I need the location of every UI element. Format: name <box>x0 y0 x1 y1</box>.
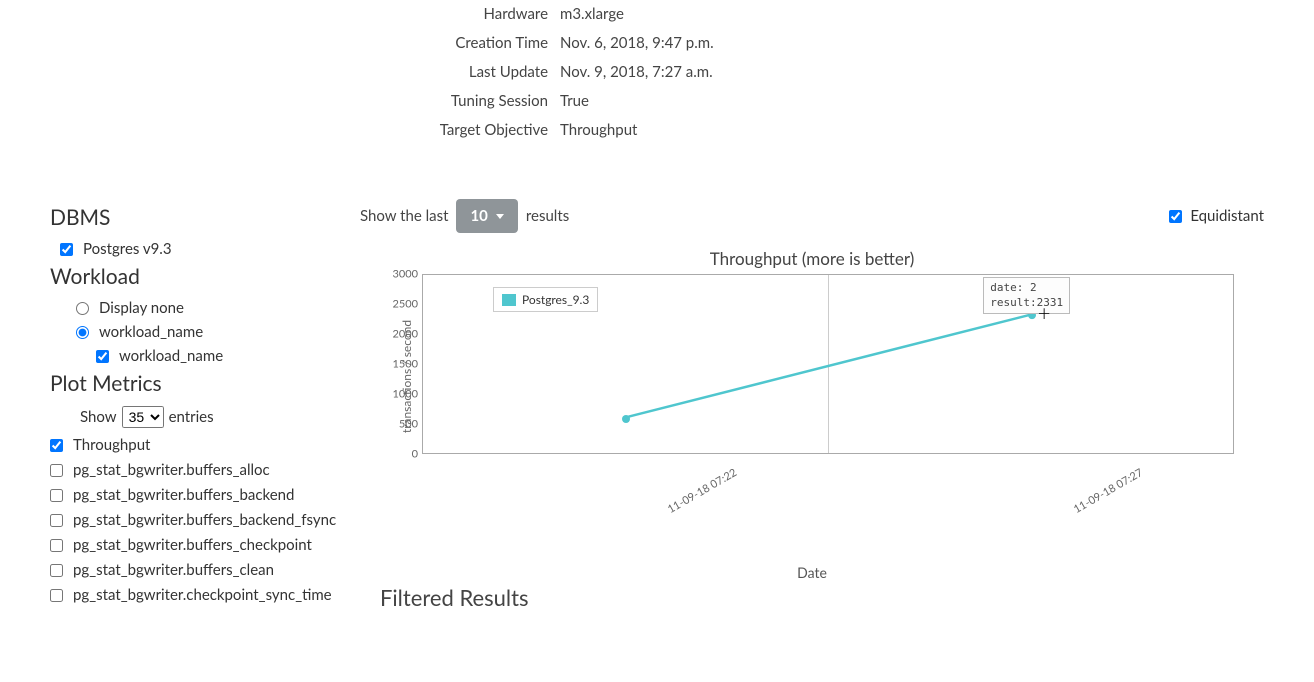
show-label: Show <box>80 408 117 426</box>
chevron-down-icon <box>496 214 504 219</box>
metric-label: pg_stat_bgwriter.buffers_checkpoint <box>73 536 312 554</box>
metric-row[interactable]: pg_stat_bgwriter.buffers_checkpoint <box>50 536 340 554</box>
workload-name-label: workload_name <box>99 323 203 341</box>
metric-checkbox[interactable] <box>50 464 63 477</box>
results-count-dropdown[interactable]: 10 <box>456 199 517 233</box>
chart-xlabel: Date <box>360 564 1264 581</box>
workload-sub-checkbox[interactable] <box>96 350 109 363</box>
chart-legend: Postgres_9.3 <box>493 287 598 312</box>
metric-label: Throughput <box>73 436 150 454</box>
workload-none-radio[interactable] <box>76 302 89 315</box>
filtered-results-heading: Filtered Results <box>380 584 1264 611</box>
metric-label: pg_stat_bgwriter.buffers_clean <box>73 561 274 579</box>
chart-tooltip: date: 2 result:2331 <box>983 277 1070 314</box>
show-last-prefix: Show the last <box>360 207 448 225</box>
info-value: Throughput <box>560 121 637 139</box>
info-row: Creation TimeNov. 6, 2018, 9:47 p.m. <box>380 34 1264 52</box>
chart-plot[interactable]: Postgres_9.3 date: 2 result:2331 + <box>422 274 1234 454</box>
legend-label: Postgres_9.3 <box>522 292 589 307</box>
metric-row[interactable]: pg_stat_bgwriter.buffers_clean <box>50 561 340 579</box>
equidistant-checkbox[interactable] <box>1169 210 1182 223</box>
y-tick: 1000 <box>388 388 418 401</box>
metric-row[interactable]: pg_stat_bgwriter.buffers_alloc <box>50 461 340 479</box>
metric-label: pg_stat_bgwriter.buffers_alloc <box>73 461 270 479</box>
y-tick: 2500 <box>388 298 418 311</box>
metric-checkbox[interactable] <box>50 514 63 527</box>
y-tick: 3000 <box>388 268 418 281</box>
metric-row[interactable]: Throughput <box>50 436 340 454</box>
y-tick: 0 <box>388 448 418 461</box>
tooltip-line1: date: 2 <box>990 280 1063 295</box>
tooltip-line2: result:2331 <box>990 295 1063 310</box>
metric-checkbox[interactable] <box>50 539 63 552</box>
workload-sub-label: workload_name <box>119 347 223 365</box>
info-value: True <box>560 92 589 110</box>
metric-label: pg_stat_bgwriter.checkpoint_sync_time <box>73 586 332 604</box>
workload-name-row[interactable]: workload_name <box>50 323 340 341</box>
dbms-heading: DBMS <box>50 205 340 230</box>
results-count-value: 10 <box>470 207 487 225</box>
workload-none-row[interactable]: Display none <box>50 299 340 317</box>
info-row: Tuning SessionTrue <box>380 92 1264 110</box>
x-tick: 11-09-18 07:27 <box>1071 466 1145 516</box>
metric-checkbox[interactable] <box>50 589 63 602</box>
dbms-checkbox[interactable] <box>60 243 73 256</box>
y-tick: 2000 <box>388 328 418 341</box>
y-tick: 1500 <box>388 358 418 371</box>
dbms-label: Postgres v9.3 <box>83 240 172 258</box>
workload-name-radio[interactable] <box>76 326 89 339</box>
info-label: Tuning Session <box>380 92 560 110</box>
info-label: Target Objective <box>380 121 560 139</box>
info-row: Hardwarem3.xlarge <box>380 5 1264 23</box>
y-tick: 500 <box>388 418 418 431</box>
info-row: Last UpdateNov. 9, 2018, 7:27 a.m. <box>380 63 1264 81</box>
metric-checkbox[interactable] <box>50 564 63 577</box>
info-value: m3.xlarge <box>560 5 624 23</box>
metric-row[interactable]: pg_stat_bgwriter.buffers_backend <box>50 486 340 504</box>
entries-label: entries <box>169 408 214 426</box>
metric-checkbox[interactable] <box>50 439 63 452</box>
plot-metrics-heading: Plot Metrics <box>50 371 340 396</box>
legend-swatch <box>502 294 516 306</box>
info-label: Last Update <box>380 63 560 81</box>
cursor-crosshair-icon: + <box>1038 302 1051 324</box>
show-last-suffix: results <box>526 207 569 225</box>
metric-row[interactable]: pg_stat_bgwriter.checkpoint_sync_time <box>50 586 340 604</box>
chart-area: transactions / second 050010001500200025… <box>360 274 1264 544</box>
workload-heading: Workload <box>50 264 340 289</box>
info-value: Nov. 6, 2018, 9:47 p.m. <box>560 34 714 52</box>
info-label: Hardware <box>380 5 560 23</box>
info-label: Creation Time <box>380 34 560 52</box>
entries-select[interactable]: 35 <box>122 406 164 428</box>
info-row: Target ObjectiveThroughput <box>380 121 1264 139</box>
metric-checkbox[interactable] <box>50 489 63 502</box>
info-value: Nov. 9, 2018, 7:27 a.m. <box>560 63 713 81</box>
equidistant-label: Equidistant <box>1190 207 1264 225</box>
chart-title: Throughput (more is better) <box>360 248 1264 269</box>
workload-sub-row[interactable]: workload_name <box>50 347 340 365</box>
workload-none-label: Display none <box>99 299 184 317</box>
metric-row[interactable]: pg_stat_bgwriter.buffers_backend_fsync <box>50 511 340 529</box>
metric-label: pg_stat_bgwriter.buffers_backend <box>73 486 294 504</box>
metric-label: pg_stat_bgwriter.buffers_backend_fsync <box>73 511 336 529</box>
x-tick: 11-09-18 07:22 <box>665 466 739 516</box>
dbms-option-row[interactable]: Postgres v9.3 <box>50 240 340 258</box>
